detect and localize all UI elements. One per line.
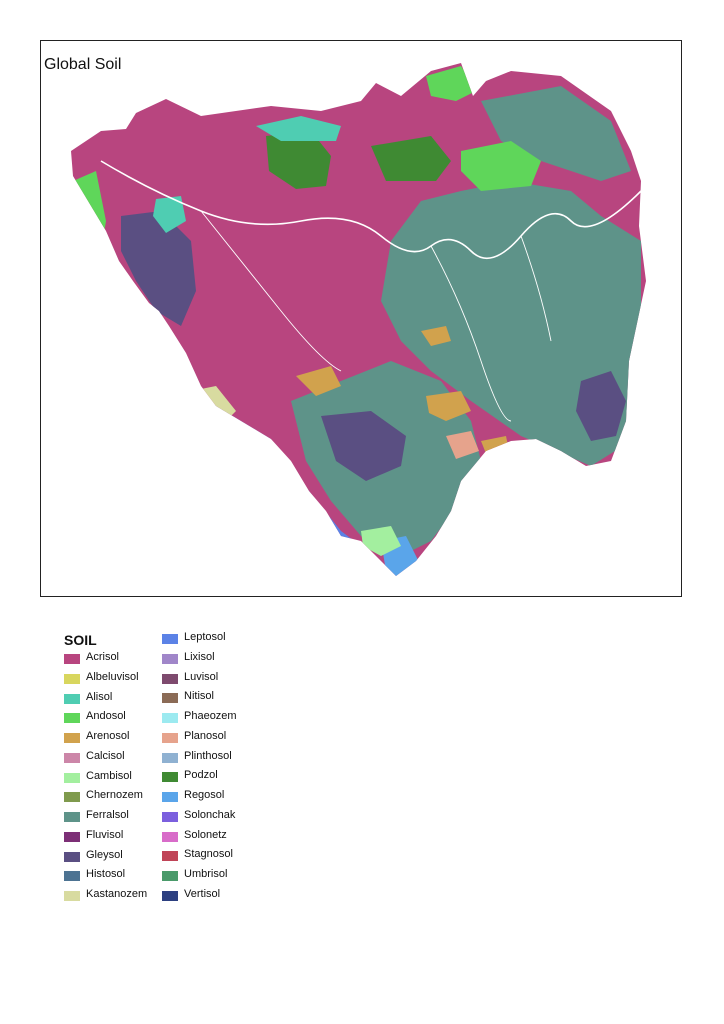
legend-swatch [162, 792, 178, 802]
legend-label: Arenosol [86, 730, 130, 742]
legend-swatch [162, 732, 178, 743]
legend-swatch [162, 713, 178, 723]
legend-label: Chernozem [86, 789, 143, 802]
legend-swatch [162, 831, 178, 842]
legend-label: Histosol [86, 868, 126, 881]
amazon-main-river [100, 160, 642, 260]
legend-label: Podzol [184, 769, 218, 782]
arenosol-central-patch [296, 366, 341, 396]
legend-label: Stagnosol [184, 848, 233, 861]
andosol-northeast-region [461, 141, 541, 191]
legend-swatch [64, 851, 80, 862]
podzol-northeast-region [371, 136, 451, 181]
legend-swatch [64, 693, 80, 704]
legend-swatch [162, 811, 178, 822]
legend-swatch [162, 693, 178, 704]
legend-swatch [64, 733, 80, 743]
ferralsol-northeast-region [481, 86, 631, 181]
legend-swatch [64, 654, 80, 664]
legend-label: Planosol [184, 729, 227, 742]
alisol-north-region [256, 116, 341, 141]
amazon-tributary-south [200, 210, 342, 372]
alisol-west-patch [153, 196, 186, 233]
legend-swatch [64, 792, 80, 803]
legend-title: SOIL [64, 632, 97, 648]
legend-label: Umbrisol [184, 868, 228, 880]
legend-label: Phaeozem [184, 710, 237, 722]
legend-swatch [162, 752, 178, 763]
legend-swatch [162, 851, 178, 862]
legend-label: Nitisol [184, 690, 214, 703]
legend-swatch [64, 831, 80, 842]
legend-swatch [64, 752, 80, 763]
arenosol-southeast-patch [481, 436, 511, 466]
legend-label: Cambisol [86, 769, 132, 782]
gleysol-southeast-region [576, 371, 626, 441]
legend-swatch [64, 871, 80, 882]
cambisol-south-patch [361, 526, 401, 556]
planosol-south-patch [446, 431, 479, 459]
andosol-north-strip [426, 66, 476, 101]
legend-label: Plinthosol [184, 749, 232, 762]
legend-label: Calcisol [86, 749, 125, 762]
map-frame: Global Soil [40, 40, 682, 597]
legend-label: Gleysol [86, 848, 123, 861]
legend-swatch [64, 891, 80, 901]
gleysol-west-region [121, 211, 196, 326]
legend-swatch [64, 812, 80, 822]
legend-label: Solonetz [184, 828, 227, 841]
legend-swatch [162, 871, 178, 881]
podzol-north-region [266, 131, 331, 189]
arenosol-east-patch [421, 326, 451, 346]
legend-label: Vertisol [184, 887, 221, 900]
legend-label: Leptosol [184, 631, 226, 643]
legend-swatch [64, 713, 80, 724]
legend-swatch [64, 673, 80, 684]
legend-swatch [162, 653, 178, 664]
legend-swatch [162, 772, 178, 783]
gleysol-south-region [321, 411, 406, 481]
legend-swatch [64, 772, 80, 783]
legend-label: Kastanozem [86, 888, 148, 900]
amazon-tributary-southeast [430, 245, 512, 422]
legend-label: Fluvisol [86, 828, 124, 841]
ferralsol-east-region [381, 181, 641, 466]
legend-label: Ferralsol [86, 809, 129, 821]
map-title: Global Soil [44, 56, 122, 73]
legend-label: Luvisol [184, 670, 219, 683]
legend-label: Albeluvisol [86, 670, 139, 683]
legend-label: Solonchak [184, 808, 236, 821]
amazon-tributary-east [520, 235, 552, 342]
legend-swatch [162, 634, 178, 644]
legend-label: Alisol [86, 690, 113, 703]
arenosol-south-patch [426, 391, 471, 421]
legend-label: Acrisol [86, 651, 120, 663]
legend-label: Lixisol [184, 650, 215, 663]
soil-map [71, 63, 646, 576]
legend-swatch [162, 890, 178, 901]
legend-label: Regosol [184, 789, 225, 801]
cambisol-southwest-patch [241, 446, 286, 486]
legend-label: Andosol [86, 710, 126, 723]
legend-swatch [162, 673, 178, 684]
